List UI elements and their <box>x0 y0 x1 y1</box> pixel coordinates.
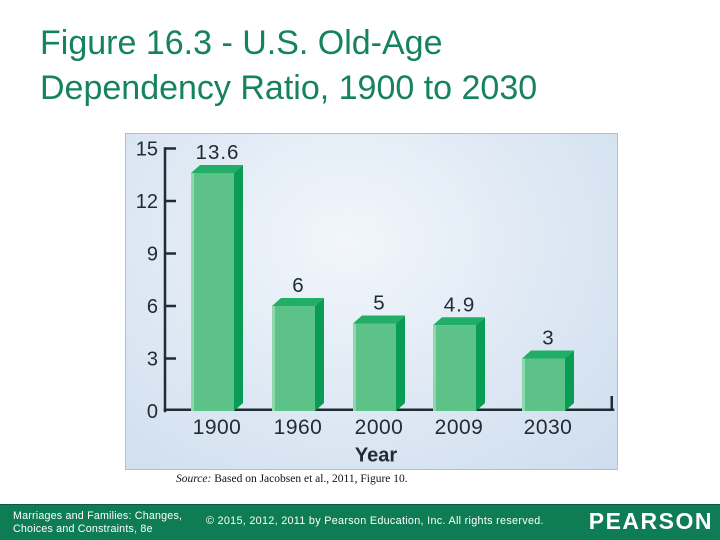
bar-front <box>353 323 396 411</box>
bar-side <box>476 317 485 411</box>
y-tick <box>164 252 176 255</box>
book-title: Marriages and Families: Changes, Choices… <box>13 510 182 535</box>
bar-side <box>315 298 324 411</box>
bar-front <box>191 173 234 411</box>
bar-top <box>272 298 324 306</box>
bar-bevel <box>433 325 436 411</box>
bar-top <box>433 317 485 326</box>
dependency-ratio-bar-chart: 0 3 6 9 12 15 13.6 1900 6 1960 5 2000 4.9 2009 3 2030 Ye… <box>136 139 615 467</box>
y-axis-line <box>163 147 167 413</box>
bar-value-label: 5 <box>373 292 385 315</box>
bar-side <box>234 165 243 411</box>
title-line-1: Figure 16.3 - U.S. Old-Age <box>40 24 443 62</box>
x-tick-label: 1960 <box>274 416 323 439</box>
bar-bevel <box>353 323 356 411</box>
bar-bevel <box>191 173 194 411</box>
bar-side <box>396 315 405 411</box>
y-tick-label: 3 <box>147 349 158 371</box>
copyright-text: © 2015, 2012, 2011 by Pearson Education,… <box>206 515 544 527</box>
y-tick-label: 12 <box>136 191 158 213</box>
bar-front <box>522 358 565 411</box>
bar-top <box>353 315 405 324</box>
bar-front <box>272 306 315 411</box>
x-tick-label: 2000 <box>355 416 404 439</box>
bar-value-label: 4.9 <box>444 293 476 316</box>
bar-front <box>433 325 476 411</box>
bar-top <box>522 350 574 359</box>
x-axis-title: Year <box>355 445 397 467</box>
x-tick-label: 2009 <box>435 416 484 439</box>
source-note: Source: Based on Jacobsen et al., 2011, … <box>176 473 408 485</box>
title-line-2: Dependency Ratio, 1900 to 2030 <box>40 69 538 107</box>
y-tick <box>164 147 176 150</box>
y-tick <box>164 304 176 308</box>
bar-value-label: 13.6 <box>196 141 240 164</box>
y-tick <box>164 199 176 203</box>
page-title: Figure 16.3 - U.S. Old-Age Dependency Ra… <box>40 21 680 111</box>
book-title-line-2: Choices and Constraints, 8e <box>13 522 153 535</box>
y-tick-label: 9 <box>147 244 158 266</box>
book-title-line-1: Marriages and Families: Changes, <box>13 510 183 522</box>
bar-bevel <box>522 358 525 411</box>
pearson-logo: PEARSON <box>588 508 713 534</box>
y-tick-label: 15 <box>136 139 158 161</box>
source-text: Based on Jacobsen et al., 2011, Figure 1… <box>211 473 408 485</box>
x-tick-label: 1900 <box>193 416 242 439</box>
y-tick-label: 6 <box>147 296 158 318</box>
source-prefix: Source: <box>176 473 212 485</box>
axis-end-tick <box>610 396 613 411</box>
bar-side <box>565 350 574 411</box>
bar-top <box>191 165 243 173</box>
bar-bevel <box>272 306 275 411</box>
chart-panel: 0 3 6 9 12 15 13.6 1900 6 1960 5 2000 4.9 2009 3 2030 Ye… <box>125 133 618 470</box>
x-tick-label: 2030 <box>524 416 573 439</box>
bar-value-label: 6 <box>292 274 304 297</box>
y-tick-label: 0 <box>147 401 158 423</box>
bar-value-label: 3 <box>542 327 554 350</box>
footer-bar: Marriages and Families: Changes, Choices… <box>0 504 720 540</box>
y-tick <box>164 357 176 360</box>
